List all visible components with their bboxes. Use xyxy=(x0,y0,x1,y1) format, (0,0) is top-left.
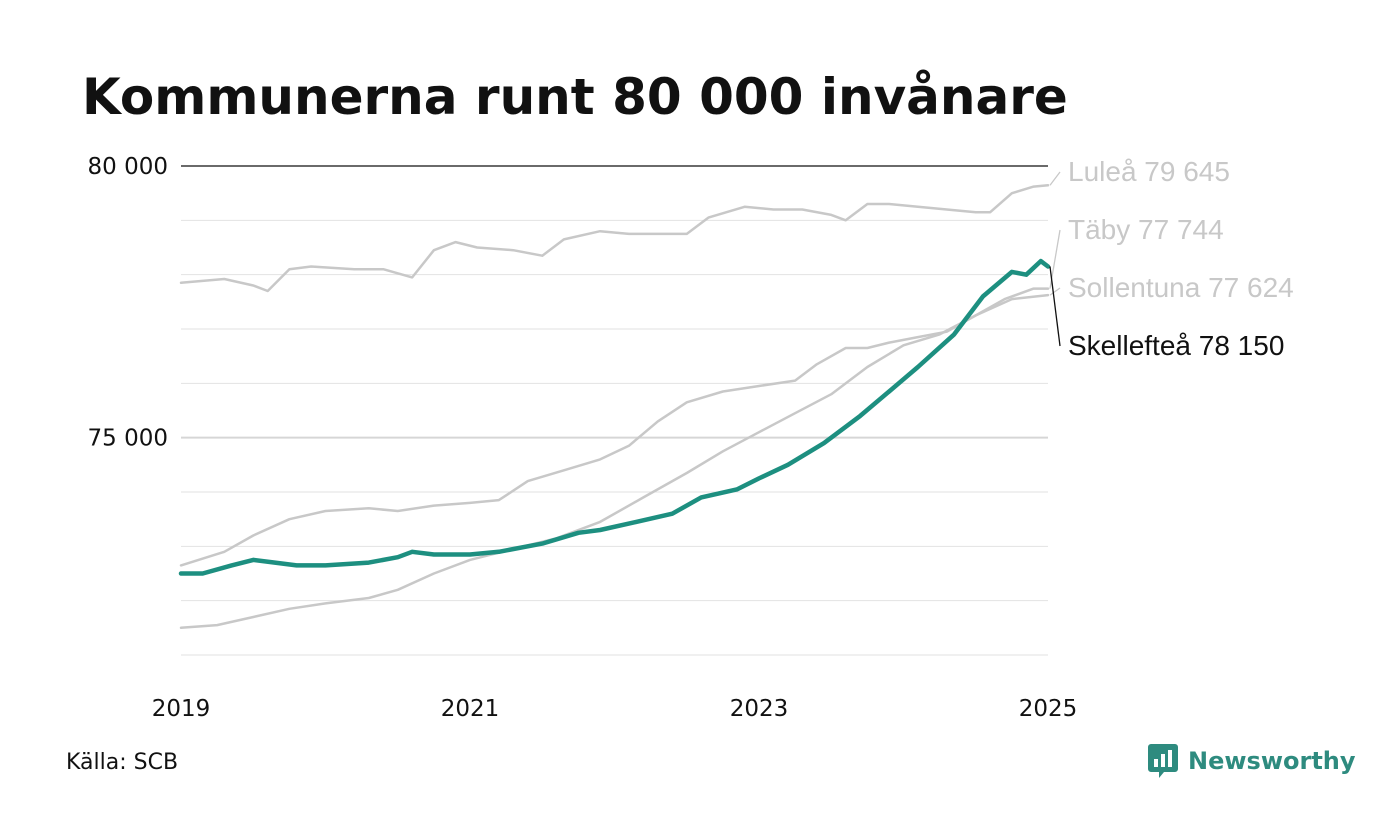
end-labels: Luleå 79 645 Täby 77 744 Sollentuna 77 624… xyxy=(1049,156,1294,361)
series-line-sollentuna xyxy=(179,293,1050,630)
x-tick-label: 2021 xyxy=(441,696,500,722)
x-tick-label: 2023 xyxy=(730,696,789,722)
end-label-sollentuna: Sollentuna 77 624 xyxy=(1068,272,1294,303)
chart-title: Kommunerna runt 80 000 invånare xyxy=(82,68,1068,126)
x-axis: 2019 2021 2023 2025 xyxy=(152,696,1078,722)
end-label-täby: Täby 77 744 xyxy=(1068,214,1224,245)
series-line-täby xyxy=(179,287,1050,567)
leader-line xyxy=(1049,287,1061,296)
source-note: Källa: SCB xyxy=(66,750,179,775)
end-label-skellefteå: Skellefteå 78 150 xyxy=(1068,330,1284,361)
series-line-skellefteå xyxy=(178,258,1051,576)
brand-logo: Newsworthy xyxy=(1148,744,1356,778)
series-line-luleå xyxy=(179,184,1050,293)
y-tick-label: 80 000 xyxy=(88,154,168,180)
y-tick-label: 75 000 xyxy=(88,426,168,452)
y-axis: 75 000 80 000 xyxy=(88,154,168,452)
leader-line xyxy=(1049,171,1061,186)
brand-name: Newsworthy xyxy=(1188,747,1356,775)
end-label-luleå: Luleå 79 645 xyxy=(1068,156,1230,187)
x-tick-label: 2019 xyxy=(152,696,211,722)
series-lines xyxy=(178,184,1051,630)
x-tick-label: 2025 xyxy=(1019,696,1078,722)
newsworthy-chart-icon xyxy=(1148,744,1178,778)
grid-lines xyxy=(181,165,1048,656)
leader-line xyxy=(1049,266,1061,347)
